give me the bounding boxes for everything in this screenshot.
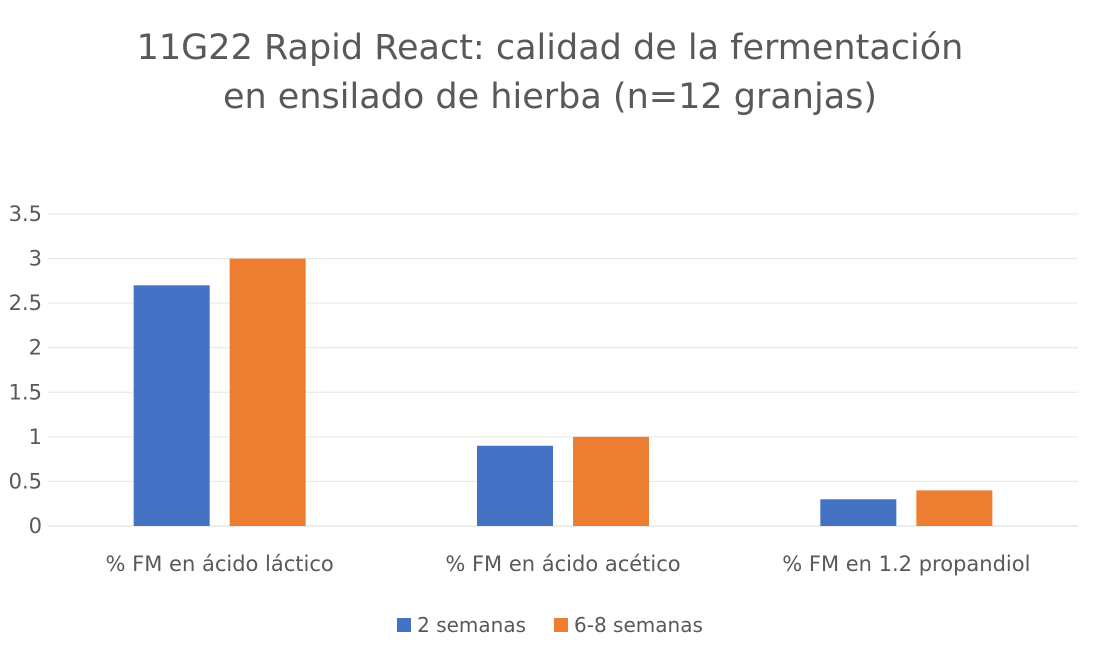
bar-1-1 (133, 285, 210, 526)
y-tick-label: 0 (29, 514, 42, 538)
x-category-label: % FM en ácido acético (445, 552, 680, 576)
x-category-label: % FM en 1.2 propandiol (782, 552, 1030, 576)
chart-title: 11G22 Rapid React: calidad de la ferment… (0, 24, 1100, 122)
legend: 2 semanas 6-8 semanas (0, 613, 1100, 637)
legend-swatch-series-1 (397, 618, 412, 632)
bar-1-3 (820, 499, 897, 526)
legend-swatch-series-2 (554, 618, 569, 632)
y-tick-label: 1 (29, 425, 42, 449)
bar-2-2 (573, 436, 649, 526)
y-tick-label: 0.5 (9, 469, 42, 493)
bar-chart: 0 0.5 1 1.5 2 2.5 3 3.5 % FM en ácido láctico % F… (9, 202, 1078, 576)
bar-1-2 (477, 445, 553, 526)
y-tick-label: 1.5 (9, 380, 42, 404)
legend-item-series-1: 2 semanas (397, 613, 526, 637)
y-tick-label: 3 (29, 247, 42, 271)
y-tick-label: 2 (29, 336, 42, 360)
x-category-label: % FM en ácido láctico (106, 552, 334, 576)
legend-item-series-2: 6-8 semanas (554, 613, 703, 637)
y-tick-label: 3.5 (9, 202, 42, 226)
chart-title-line-2: en ensilado de hierba (n=12 granjas) (222, 77, 878, 117)
chart-title-line-1: 11G22 Rapid React: calidad de la ferment… (136, 28, 964, 68)
y-tick-label: 2.5 (9, 291, 42, 315)
bar-2-1 (229, 258, 306, 526)
legend-label-series-1: 2 semanas (417, 613, 527, 637)
bar-2-3 (916, 490, 993, 526)
legend-label-series-2: 6-8 semanas (574, 613, 703, 637)
